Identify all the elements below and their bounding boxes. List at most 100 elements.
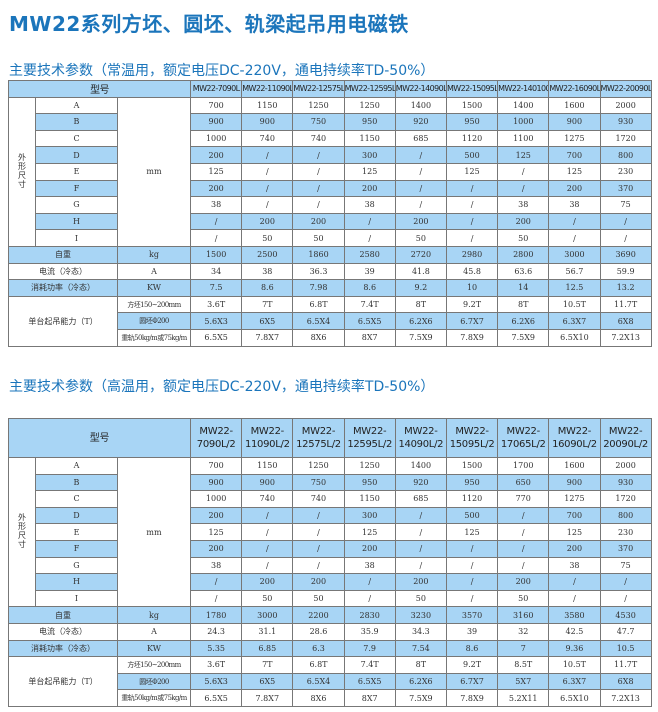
table-cell: 2720 <box>394 245 447 264</box>
table-cell: 8X7 <box>343 328 396 347</box>
capacity-sub-label: 方坯150~200mm <box>116 295 192 314</box>
model-header: MW22-12595L <box>343 80 396 98</box>
dimension-label: C <box>35 490 118 508</box>
table-cell: 3000 <box>548 245 601 264</box>
table-cell: 38 <box>343 196 396 214</box>
table-cell: 1150 <box>241 96 294 115</box>
table-cell: 38 <box>241 262 294 281</box>
table-cell: 2800 <box>497 245 550 264</box>
dimension-label: D <box>35 146 118 164</box>
table-cell: 1250 <box>292 457 345 475</box>
section-heading-normal-temp: 主要技术参数（常温用，额定电压DC-220V，通电持续率TD-50%） <box>9 63 435 79</box>
table-cell: 8X7 <box>343 689 396 707</box>
table-cell: 6.5X5 <box>190 328 243 347</box>
table-cell: / <box>241 179 294 198</box>
table-cell: / <box>190 212 243 231</box>
table-cell: 7.5X9 <box>394 689 447 707</box>
table-cell: / <box>599 212 652 231</box>
table-cell: 35.9 <box>343 622 396 641</box>
row-unit: KW <box>116 639 192 658</box>
table-cell: 2830 <box>343 606 396 624</box>
model-header: MW22-16090L <box>548 80 601 98</box>
table-cell: 9.2 <box>394 279 447 297</box>
table-cell: 11.7T <box>599 656 652 674</box>
row-label: 自重 <box>8 245 118 264</box>
model-header: MW22-20090L <box>599 80 652 98</box>
table-row: G 38//38///38 75 <box>9 556 652 575</box>
table-cell: 39 <box>343 262 396 281</box>
table-row: 消耗功率（冷态） KW 5.35 6.85 6.3 7.9 7.54 8.6 7 9.36 10.5 <box>8 639 652 658</box>
table-cell: 1700 <box>497 457 550 475</box>
table-row: H/200 200/200/200// <box>9 212 652 231</box>
table-row: 消耗功率（冷态） KW 7.5 8.6 7.98 8.6 9.2 10 14 12.5 13.2 <box>8 279 652 297</box>
table-cell: 50 <box>241 589 294 608</box>
table-cell: 900 <box>190 113 243 131</box>
dimension-label: F <box>35 179 118 198</box>
table-cell: 8.6 <box>241 279 294 297</box>
table-cell: / <box>445 196 499 214</box>
table-cell: 125 <box>445 162 499 181</box>
table-cell: 7.2X13 <box>599 689 652 707</box>
table-cell: / <box>497 523 550 541</box>
table-cell: 300 <box>343 146 396 164</box>
capacity-label: 单台起吊能力（T） <box>8 295 118 347</box>
table-cell: 800 <box>599 506 652 525</box>
table-cell: / <box>190 229 243 247</box>
row-label: 电流（冷态） <box>8 262 118 281</box>
table-cell: 650 <box>497 473 550 492</box>
table-cell: 740 <box>241 129 294 148</box>
table-cell: 1250 <box>343 96 396 115</box>
table-cell: 6.3X7 <box>548 672 601 691</box>
table-cell: 2000 <box>599 457 652 475</box>
table-cell: 200 <box>190 539 243 558</box>
dimension-label: E <box>35 523 118 541</box>
table-cell: / <box>343 229 396 247</box>
table-cell: 39 <box>445 622 499 641</box>
table-cell: 11.7T <box>599 295 652 314</box>
table-cell: 300 <box>343 506 396 525</box>
table-cell: 7.54 <box>394 639 447 658</box>
table-cell: 950 <box>445 473 499 492</box>
table-cell: 75 <box>599 556 652 575</box>
table-cell: 920 <box>394 113 447 131</box>
table-cell: 7.8X9 <box>445 328 499 347</box>
table-cell: 14 <box>497 279 550 297</box>
table-cell: 6X5 <box>241 312 294 330</box>
table-cell: 900 <box>548 473 601 492</box>
table-cell: 6.5X4 <box>292 672 345 691</box>
table-cell: 200 <box>497 212 550 231</box>
table-cell: / <box>190 589 243 608</box>
table-cell: 1400 <box>394 457 447 475</box>
table-cell: / <box>241 523 294 541</box>
table-cell: / <box>292 146 345 164</box>
table-row: C 1000 740 740 1150 685 1120 1100 1275 1720 <box>9 129 652 148</box>
table-cell: 31.1 <box>241 622 294 641</box>
model-header: MW22-15095L/2 <box>445 418 499 458</box>
table-cell: / <box>292 523 345 541</box>
table-cell: / <box>292 162 345 181</box>
table-cell: / <box>445 556 499 575</box>
table-cell: / <box>343 212 396 231</box>
dimension-label: D <box>35 506 118 525</box>
table-cell: 700 <box>548 146 601 164</box>
table-cell: / <box>599 589 652 608</box>
table-cell: 2980 <box>445 245 499 264</box>
table-cell: / <box>548 573 601 591</box>
section-heading-high-temp: 主要技术参数（高温用，额定电压DC-220V，通电持续率TD-50%） <box>9 379 435 395</box>
table-cell: / <box>292 179 345 198</box>
table-cell: 59.9 <box>599 262 652 281</box>
table-cell: 7.8X9 <box>445 689 499 707</box>
dimension-label: H <box>35 573 118 591</box>
table-row: H/200 200/200/200// <box>9 573 652 591</box>
table-cell: 6.2X6 <box>394 672 447 691</box>
table-cell: / <box>343 573 396 591</box>
table-cell: 700 <box>190 96 243 115</box>
table-cell: 1720 <box>599 490 652 508</box>
header-row: 型号 MW22-7090L/2 MW22-11090L/2 MW22-12575L/2… <box>7 418 652 458</box>
table-cell: / <box>599 573 652 591</box>
table-cell: 930 <box>599 473 652 492</box>
table-row: I/50 50/50/50// <box>9 229 652 247</box>
table-cell: 32 <box>497 622 550 641</box>
table-cell: 200 <box>241 212 294 231</box>
